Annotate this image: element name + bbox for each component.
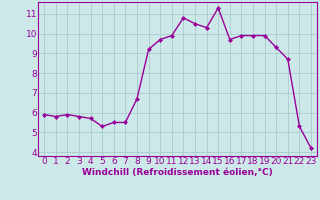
X-axis label: Windchill (Refroidissement éolien,°C): Windchill (Refroidissement éolien,°C) (82, 168, 273, 177)
